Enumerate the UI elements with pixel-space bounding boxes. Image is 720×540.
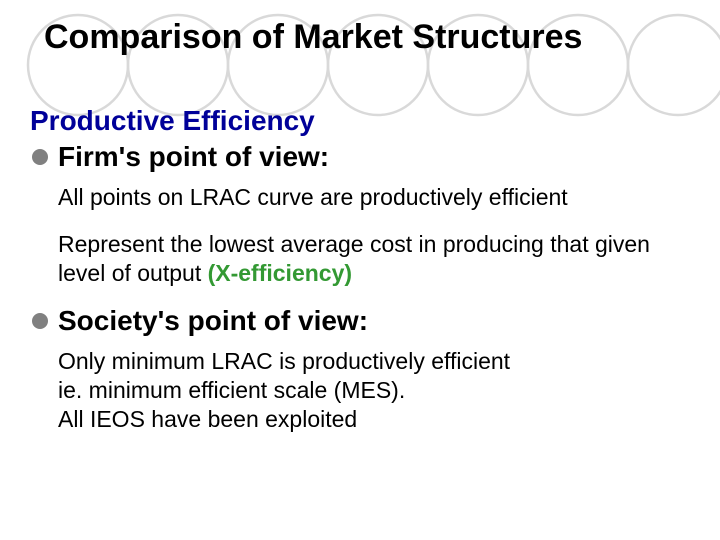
body-text: Represent the lowest average cost in pro… xyxy=(58,230,690,288)
body-text-plain: Represent the lowest average cost in pro… xyxy=(58,231,650,286)
bullet-icon xyxy=(32,149,48,165)
body-text: All IEOS have been exploited xyxy=(58,405,690,434)
body-block-2: Represent the lowest average cost in pro… xyxy=(58,230,690,288)
body-block-1: All points on LRAC curve are productivel… xyxy=(58,183,690,212)
slide-content: Comparison of Market Structures Producti… xyxy=(0,0,720,472)
slide-title: Comparison of Market Structures xyxy=(44,18,690,57)
bullet-label: Firm's point of view: xyxy=(58,141,329,173)
bullet-label: Society's point of view: xyxy=(58,305,368,337)
highlight-x-efficiency: (X-efficiency) xyxy=(208,260,352,286)
body-text: Only minimum LRAC is productively effici… xyxy=(58,347,690,376)
body-text: All points on LRAC curve are productivel… xyxy=(58,183,690,212)
bullet-icon xyxy=(32,313,48,329)
body-block-3: Only minimum LRAC is productively effici… xyxy=(58,347,690,433)
bullet-item-society: Society's point of view: xyxy=(32,305,690,337)
section-subhead: Productive Efficiency xyxy=(30,105,690,137)
bullet-item-firm: Firm's point of view: xyxy=(32,141,690,173)
body-text: ie. minimum efficient scale (MES). xyxy=(58,376,690,405)
